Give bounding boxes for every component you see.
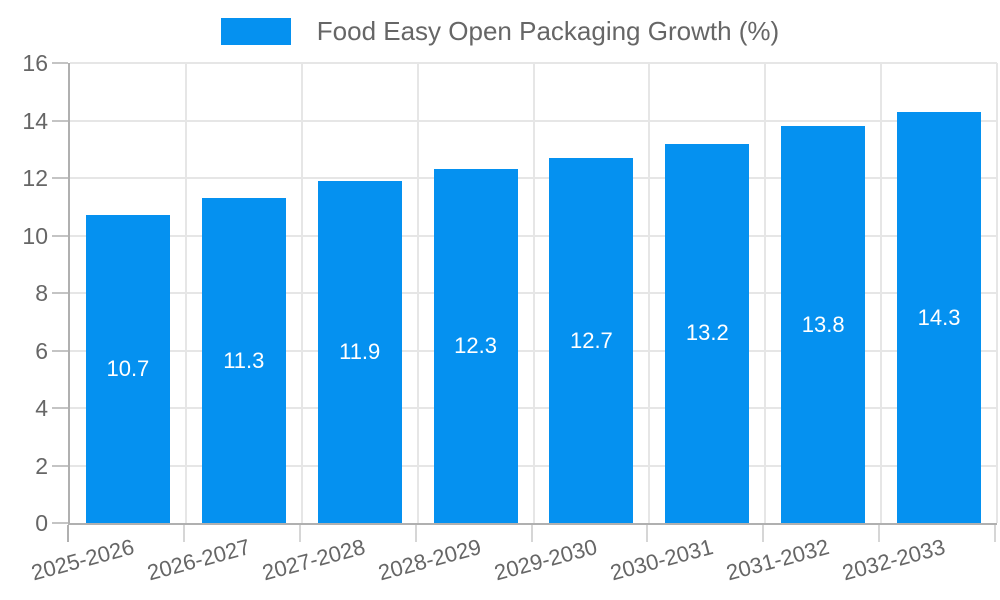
- y-axis-tick: [52, 349, 68, 352]
- y-axis-tick: [52, 234, 68, 237]
- x-gridline: [764, 63, 767, 523]
- y-axis-tick: [52, 407, 68, 409]
- x-axis-tick-label: 2029-2030: [491, 534, 600, 586]
- bar-value-label: 12.3: [454, 333, 497, 359]
- y-axis-tick-label: 12: [22, 165, 48, 191]
- x-axis-tick-label: 2025-2026: [28, 534, 137, 586]
- x-axis-tick-label: 2030-2031: [607, 534, 716, 586]
- legend-swatch[interactable]: [220, 17, 291, 45]
- bar-value-label: 10.7: [106, 356, 150, 382]
- x-axis-tick-label: 2032-2033: [839, 534, 948, 586]
- y-axis-tick: [52, 464, 68, 467]
- x-axis-tick: [298, 525, 301, 542]
- x-axis-tick: [646, 525, 649, 542]
- y-axis-tick-label: 0: [35, 510, 48, 536]
- x-axis-tick-label: 2031-2032: [723, 534, 832, 586]
- x-axis-tick: [878, 525, 881, 542]
- bar-value-label: 12.7: [569, 327, 613, 353]
- bar-value-label: 11.3: [223, 347, 265, 373]
- y-axis-tick-label: 4: [35, 395, 48, 421]
- y-axis-tick: [52, 292, 68, 294]
- y-axis-tick-label: 2: [35, 452, 48, 479]
- legend[interactable]: Food Easy Open Packaging Growth (%): [0, 16, 1000, 46]
- y-axis-tick-label: 14: [22, 107, 48, 134]
- bar-2032-2033[interactable]: 14.3: [897, 111, 982, 523]
- bar-value-label: 14.3: [917, 304, 961, 330]
- y-axis-tick-label: 10: [22, 222, 48, 249]
- bar-2031-2032[interactable]: 13.8: [781, 126, 866, 523]
- y-axis-tick: [52, 62, 68, 64]
- x-axis-tick: [762, 525, 765, 542]
- bar-2027-2028[interactable]: 11.9: [317, 180, 402, 523]
- bar-2028-2029[interactable]: 12.3: [433, 169, 518, 523]
- bar-value-label: 13.8: [801, 311, 845, 337]
- y-axis-tick-label: 8: [35, 280, 48, 306]
- bar-2030-2031[interactable]: 13.2: [665, 143, 750, 523]
- x-gridline: [532, 63, 535, 523]
- bar-2029-2030[interactable]: 12.7: [549, 157, 634, 523]
- bar-2026-2027[interactable]: 11.3: [201, 198, 286, 523]
- x-axis-tick: [414, 525, 417, 542]
- y-axis-tick-label: 6: [35, 337, 48, 364]
- bar-value-label: 13.2: [685, 320, 729, 346]
- y-axis-tick: [52, 177, 68, 179]
- x-gridline: [416, 63, 419, 523]
- x-axis-tick-label: 2027-2028: [260, 534, 369, 586]
- x-axis-tick-label: 2026-2027: [144, 534, 253, 586]
- x-gridline: [300, 63, 303, 523]
- x-gridline: [184, 63, 187, 523]
- y-axis-tick: [52, 522, 68, 524]
- x-axis-tick: [67, 525, 69, 542]
- x-axis-tick-label: 2028-2029: [375, 534, 485, 586]
- bar-2025-2026[interactable]: 10.7: [85, 215, 170, 523]
- y-axis-tick: [52, 119, 68, 122]
- legend-label[interactable]: Food Easy Open Packaging Growth (%): [316, 15, 780, 46]
- y-axis-tick-label: 16: [22, 50, 48, 76]
- x-axis-tick: [182, 525, 185, 542]
- x-gridline: [996, 63, 998, 523]
- x-axis-tick: [994, 525, 996, 542]
- x-gridline: [880, 63, 883, 523]
- plot-area: 10.7 11.3 11.9 12.3 12.7 13.2 13.8 14.3: [68, 62, 998, 525]
- x-gridline: [648, 63, 651, 523]
- x-axis-tick: [530, 525, 533, 542]
- bar-value-label: 11.9: [339, 339, 381, 364]
